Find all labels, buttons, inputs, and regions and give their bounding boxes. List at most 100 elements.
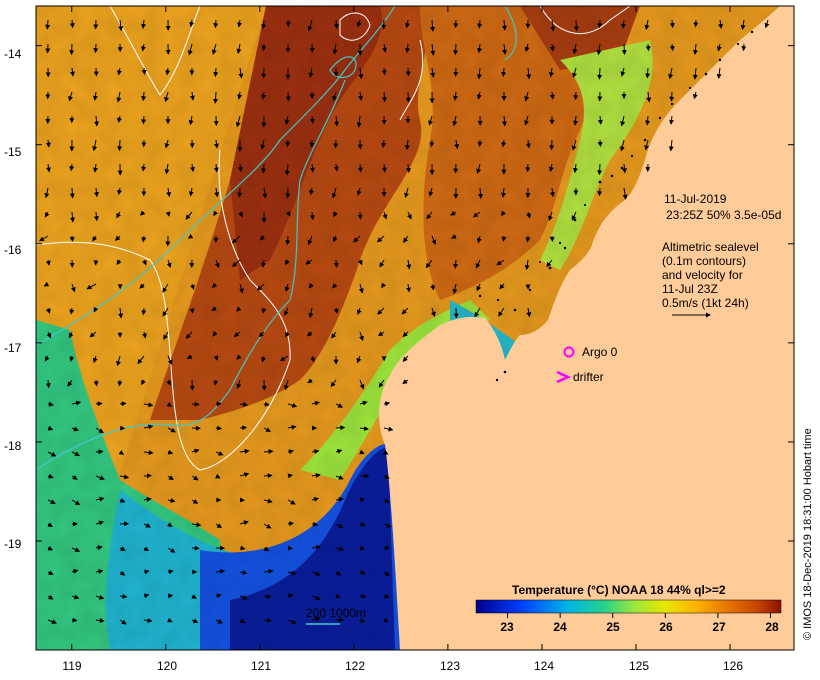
velocity-arrow [548, 67, 554, 78]
velocity-arrow [141, 43, 146, 52]
velocity-arrow [47, 619, 58, 624]
velocity-arrow [283, 379, 289, 391]
velocity-arrow [167, 427, 176, 433]
velocity-arrow [287, 473, 293, 479]
velocity-arrow [164, 91, 169, 103]
velocity-arrow [379, 259, 385, 268]
velocity-arrow [334, 115, 340, 127]
drifter-label: drifter [573, 370, 604, 384]
velocity-arrow [308, 283, 314, 289]
velocity-arrow [285, 91, 291, 102]
velocity-arrow [44, 211, 50, 218]
velocity-arrow [306, 331, 313, 337]
velocity-arrow [43, 281, 50, 287]
velocity-arrow [143, 617, 153, 623]
velocity-arrow [213, 379, 219, 386]
velocity-arrow [235, 115, 241, 128]
velocity-arrow [310, 355, 315, 363]
velocity-arrow [231, 235, 241, 244]
legend-colorbar [475, 599, 782, 614]
legend-tick-label: 25 [606, 620, 620, 634]
velocity-arrow [476, 283, 482, 292]
velocity-arrow [167, 475, 174, 481]
velocity-arrow [46, 163, 51, 173]
velocity-arrow [143, 424, 154, 430]
velocity-arrow [214, 473, 221, 479]
velocity-arrow [452, 283, 458, 295]
velocity-arrow [143, 450, 154, 456]
velocity-arrow [285, 139, 291, 148]
bathymetry-label: 200 1000m [306, 606, 366, 620]
velocity-arrow [358, 283, 364, 294]
velocity-arrow [93, 379, 99, 387]
velocity-arrow [453, 163, 459, 174]
velocity-arrow [335, 403, 344, 408]
velocity-arrow [716, 67, 722, 79]
velocity-arrow [335, 497, 344, 502]
velocity-arrow [188, 115, 194, 126]
sealevel-note-line: and velocity for [662, 268, 743, 282]
velocity-arrow [359, 331, 364, 342]
velocity-arrow [71, 499, 81, 506]
velocity-arrow [453, 259, 459, 269]
velocity-arrow [287, 619, 297, 625]
velocity-arrow [69, 307, 75, 315]
velocity-arrow [284, 307, 289, 317]
velocity-arrow [330, 379, 337, 388]
velocity-arrow [239, 570, 248, 575]
axis-ticks [36, 6, 794, 650]
velocity-arrow [239, 545, 246, 551]
velocity-arrow [381, 282, 387, 289]
velocity-arrow [191, 594, 197, 599]
velocity-arrow [116, 91, 122, 103]
velocity-arrow [165, 211, 171, 217]
velocity-arrow [496, 259, 505, 266]
velocity-arrow [285, 331, 290, 338]
velocity-arrow [383, 401, 391, 407]
velocity-arrow [430, 67, 436, 78]
velocity-arrow [92, 139, 98, 152]
velocity-arrow [118, 307, 124, 319]
velocity-arrow [572, 43, 578, 55]
velocity-arrow [525, 139, 531, 149]
velocity-arrow [405, 91, 411, 103]
velocity-arrow [284, 163, 290, 176]
velocity-arrow [668, 67, 674, 80]
velocity-arrow [285, 19, 291, 28]
velocity-arrow [405, 43, 410, 54]
velocity-arrow [95, 618, 105, 623]
velocity-arrow [263, 473, 273, 479]
velocity-arrow [259, 235, 266, 241]
velocity-arrow [263, 593, 272, 599]
drifter-marker-icon [556, 370, 572, 384]
velocity-arrow [68, 91, 73, 102]
velocity-arrow [263, 546, 270, 552]
velocity-arrow [167, 617, 173, 623]
velocity-arrow [376, 235, 385, 243]
velocity-arrow [571, 139, 577, 151]
velocity-arrow [119, 474, 130, 480]
velocity-arrow [71, 617, 78, 623]
velocity-arrow [190, 163, 195, 173]
velocity-arrow [139, 283, 145, 289]
velocity-arrow [356, 187, 362, 196]
velocity-arrow [692, 91, 698, 100]
velocity-arrow [142, 331, 147, 339]
velocity-arrow [187, 233, 194, 239]
velocity-arrow [620, 67, 626, 77]
sealevel-note-line: 11-Jul 23Z [662, 282, 718, 296]
velocity-arrow [93, 187, 99, 198]
velocity-arrow [311, 616, 321, 622]
velocity-arrow [95, 401, 103, 407]
velocity-arrow [430, 283, 435, 291]
velocity-arrow [333, 211, 338, 218]
lon-tick-label: 121 [251, 659, 271, 673]
velocity-arrow [185, 331, 193, 339]
velocity-arrow [211, 43, 217, 55]
velocity-arrow [549, 91, 555, 100]
velocity-arrow [45, 307, 51, 314]
velocity-arrow [141, 163, 147, 172]
velocity-arrow [359, 426, 369, 432]
velocity-arrow [311, 521, 319, 527]
